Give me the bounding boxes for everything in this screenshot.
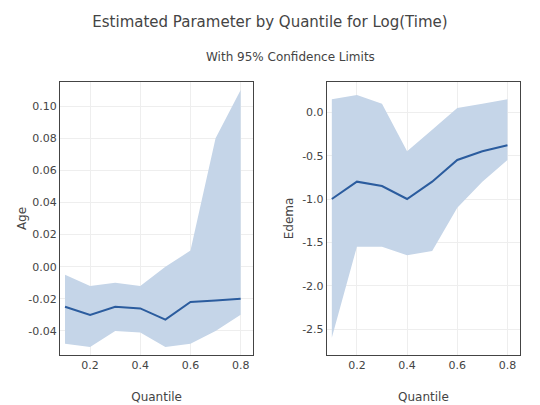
svg-text:Estimated Parameter by Quantil: Estimated Parameter by Quantile for Log(…: [92, 13, 447, 31]
svg-text:0.4: 0.4: [398, 359, 416, 372]
svg-text:0.8: 0.8: [499, 359, 517, 372]
svg-text:Edema: Edema: [282, 198, 296, 240]
svg-text:-0.5: -0.5: [302, 150, 323, 163]
svg-text:-0.02: -0.02: [28, 293, 56, 306]
svg-text:0.00: 0.00: [32, 261, 57, 274]
svg-text:-1.5: -1.5: [302, 236, 323, 249]
svg-text:0.8: 0.8: [232, 359, 250, 372]
svg-text:-2.5: -2.5: [302, 323, 323, 336]
svg-text:0.2: 0.2: [81, 359, 99, 372]
svg-text:0.06: 0.06: [32, 164, 57, 177]
svg-text:0.02: 0.02: [32, 228, 57, 241]
svg-text:-1.0: -1.0: [302, 193, 323, 206]
svg-text:0.2: 0.2: [348, 359, 366, 372]
svg-text:Quantile: Quantile: [398, 390, 449, 404]
svg-text:Quantile: Quantile: [131, 390, 182, 404]
svg-text:-0.04: -0.04: [28, 325, 56, 338]
svg-text:0.6: 0.6: [449, 359, 467, 372]
svg-text:Age: Age: [15, 207, 29, 230]
svg-text:0.10: 0.10: [32, 100, 57, 113]
svg-text:0.6: 0.6: [182, 359, 200, 372]
svg-text:0.0: 0.0: [306, 106, 324, 119]
svg-text:0.04: 0.04: [32, 196, 57, 209]
svg-text:-2.0: -2.0: [302, 280, 323, 293]
svg-text:With 95% Confidence Limits: With 95% Confidence Limits: [206, 50, 375, 64]
svg-text:0.4: 0.4: [132, 359, 150, 372]
svg-text:0.08: 0.08: [32, 132, 57, 145]
